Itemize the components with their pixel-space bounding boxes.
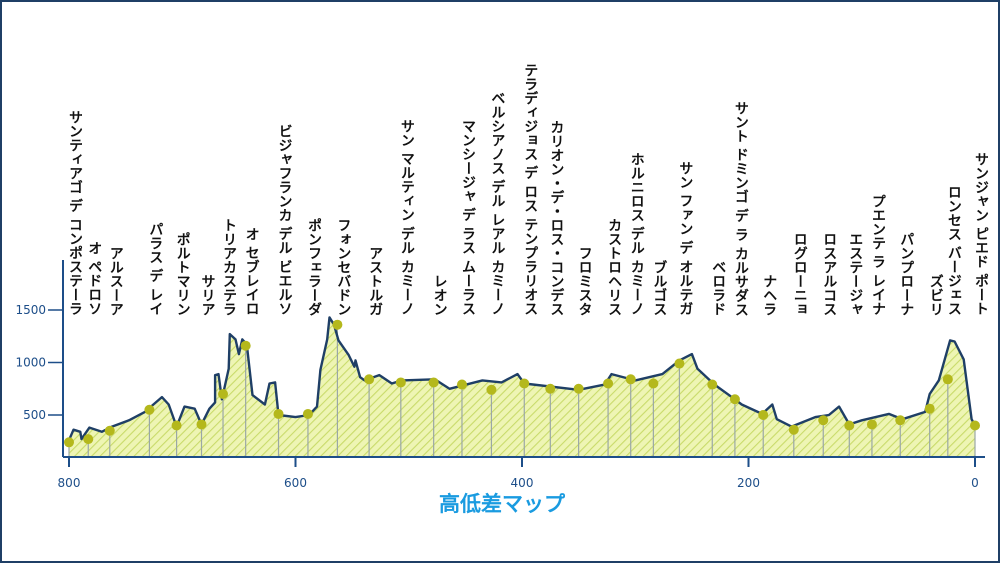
y-tick-label: 1500: [15, 303, 46, 317]
town-marker: [486, 384, 497, 395]
town-marker: [302, 408, 313, 419]
chart-title: 高低差マップ: [439, 492, 565, 516]
x-tick-label: 400: [511, 476, 534, 490]
town-label: サン ファン デ オルテガ: [677, 161, 694, 316]
town-marker: [104, 425, 115, 436]
town-marker: [573, 383, 584, 394]
town-label: トリアカステラ: [221, 218, 238, 316]
town-marker: [218, 389, 229, 399]
town-marker: [729, 394, 740, 405]
x-tick-label: 200: [737, 476, 760, 490]
town-label: ズビリ: [927, 274, 944, 316]
town-marker: [545, 383, 556, 394]
town-label: ベロラド: [710, 260, 727, 316]
town-label: ログローニョ: [791, 232, 808, 316]
town-label: サンジャン ピエド ポート: [973, 152, 989, 316]
town-marker: [83, 434, 94, 445]
town-label: ナヘラ: [761, 274, 778, 316]
x-tick-label: 600: [284, 476, 307, 490]
town-marker: [970, 420, 980, 431]
town-label: アストルガ: [367, 246, 384, 316]
town-label: パンプローナ: [898, 232, 915, 316]
town-marker: [196, 419, 207, 430]
town-label: オ ペドロソ: [86, 241, 103, 316]
town-marker: [866, 419, 877, 430]
town-label: オ セブレイロ: [243, 227, 260, 316]
town-marker: [364, 374, 375, 385]
town-label: フォンセバドン: [335, 218, 352, 316]
town-marker: [942, 374, 953, 385]
town-marker: [332, 319, 343, 330]
town-label: エステージャ: [847, 232, 864, 316]
elevation-line: [67, 316, 977, 441]
town-marker: [707, 379, 718, 390]
town-label: サンティアゴ デ コンポステーラ: [67, 110, 83, 316]
town-label: パラス デ レイ: [147, 222, 164, 316]
town-label: ポンフェラーダ: [305, 218, 322, 316]
y-tick-label: 500: [23, 408, 46, 422]
town-marker: [648, 378, 659, 389]
town-marker: [818, 415, 829, 426]
town-label: プエンテ ラ レイナ: [869, 194, 886, 316]
town-label: テラディジョス デ ロス テンプラリオス: [522, 63, 539, 316]
town-label: サン マルティン デル カミーノ: [398, 119, 415, 316]
town-marker: [273, 408, 284, 419]
town-marker: [240, 340, 251, 351]
town-label: ビジャフランカ デル ビエルソ: [276, 124, 293, 316]
town-label: アルスーア: [107, 246, 124, 316]
town-marker: [456, 379, 467, 390]
town-label: サリア: [199, 274, 216, 316]
town-marker: [428, 377, 439, 388]
town-marker: [519, 378, 530, 389]
town-marker: [171, 420, 182, 431]
town-marker: [674, 358, 685, 369]
town-marker: [395, 377, 406, 388]
town-label: ロンセス バージェス: [945, 185, 962, 316]
town-label: ブルゴス: [651, 260, 668, 316]
town-label: フロミスタ: [576, 246, 593, 316]
town-label: ベルシアノス デル レアル カミーノ: [489, 91, 506, 316]
x-tick-label: 800: [58, 476, 81, 490]
town-marker: [844, 420, 855, 431]
town-marker: [603, 378, 614, 389]
town-label: サント ドミンゴ デ ラ カルサダス: [732, 100, 749, 317]
town-marker: [625, 374, 636, 385]
town-label: ポルトマリン: [174, 232, 191, 316]
town-marker: [895, 415, 906, 426]
town-label: カリオン・デ・ロス・コンデス: [548, 120, 565, 316]
town-marker: [788, 424, 799, 435]
town-marker: [758, 410, 769, 420]
x-tick-label: 0: [971, 476, 979, 490]
town-marker: [924, 403, 935, 414]
town-marker: [144, 404, 155, 415]
town-marker: [64, 437, 74, 448]
town-label: レオン: [431, 274, 448, 316]
town-label: マンシージャ デ ラス ムーラス: [459, 119, 476, 316]
town-label: ロスアルコス: [821, 232, 838, 316]
y-tick-label: 1000: [15, 356, 46, 370]
town-label: ホルニロス デル カミーノ: [628, 152, 645, 316]
town-label: カストロヘリス: [606, 218, 623, 316]
